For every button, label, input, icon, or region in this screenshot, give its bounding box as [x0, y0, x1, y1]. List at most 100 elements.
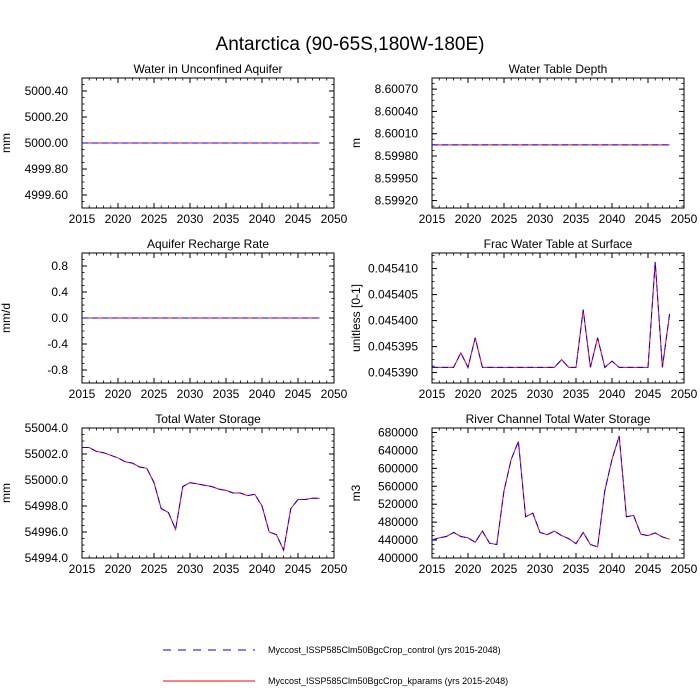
x-tick-label: 2015	[69, 212, 96, 226]
y-tick-label: 8.59980	[375, 149, 419, 163]
y-tick-label: 0.4	[51, 285, 68, 299]
x-tick-label: 2050	[321, 212, 348, 226]
y-tick-label: 5000.00	[25, 136, 69, 150]
y-tick-label: 560000	[378, 479, 418, 493]
x-tick-label: 2025	[491, 387, 518, 401]
y-tick-label: 8.59950	[375, 171, 419, 185]
y-axis-label: mm	[0, 483, 13, 503]
panel-title: Water Table Depth	[509, 62, 608, 76]
x-tick-label: 2020	[455, 212, 482, 226]
x-tick-label: 2030	[177, 212, 204, 226]
x-tick-label: 2030	[527, 212, 554, 226]
panel-title: River Channel Total Water Storage	[466, 412, 651, 426]
x-tick-label: 2050	[671, 387, 698, 401]
y-tick-label: 5000.20	[25, 110, 69, 124]
plot-frame	[431, 252, 685, 384]
y-tick-label: 0.045395	[368, 340, 418, 354]
x-tick-label: 2040	[599, 387, 626, 401]
y-tick-label: 8.60010	[375, 127, 419, 141]
series-line-control	[431, 435, 670, 548]
y-tick-label: 0.045400	[368, 314, 418, 328]
x-tick-label: 2035	[213, 212, 240, 226]
x-tick-label: 2025	[491, 212, 518, 226]
panel-title: Water in Unconfined Aquifer	[134, 62, 283, 76]
x-tick-label: 2025	[491, 562, 518, 576]
legend: Myccost_ISSP585Clm50BgcCrop_control (yrs…	[163, 645, 508, 686]
x-tick-label: 2035	[563, 562, 590, 576]
panel-grid: Water in Unconfined Aquifer mm 2015 2020 202…	[0, 62, 698, 576]
panel-5: Total Water Storage mm 2015 2020 2025 2030 203…	[0, 412, 348, 576]
y-tick-label: 480000	[378, 515, 418, 529]
y-tick-label: 0.045390	[368, 366, 418, 380]
y-axis-label: mm/d	[0, 303, 13, 333]
y-tick-label: 520000	[378, 497, 418, 511]
panel-title: Total Water Storage	[155, 412, 261, 426]
y-tick-label: 0.045410	[368, 262, 418, 276]
y-tick-label: 440000	[378, 533, 418, 547]
x-tick-label: 2025	[141, 562, 168, 576]
y-tick-label: -0.8	[47, 363, 68, 377]
y-tick-label: -0.4	[47, 337, 68, 351]
panel-4: Frac Water Table at Surface unitless [0-1…	[349, 237, 698, 401]
x-tick-label: 2015	[69, 562, 96, 576]
x-tick-label: 2040	[249, 562, 276, 576]
y-tick-label: 54998.0	[25, 499, 69, 513]
x-tick-label: 2035	[563, 212, 590, 226]
x-tick-label: 2020	[105, 562, 132, 576]
series-line-control	[82, 447, 320, 552]
panel-1: Water in Unconfined Aquifer mm 2015 2020 202…	[0, 62, 348, 226]
y-tick-label: 0.045405	[368, 288, 418, 302]
x-tick-label: 2050	[671, 212, 698, 226]
x-tick-label: 2030	[527, 562, 554, 576]
x-tick-label: 2045	[635, 387, 662, 401]
x-tick-label: 2015	[419, 562, 446, 576]
y-tick-label: 0.8	[51, 259, 68, 273]
x-tick-label: 2035	[563, 387, 590, 401]
x-tick-label: 2030	[527, 387, 554, 401]
x-tick-label: 2025	[141, 212, 168, 226]
y-axis-label: mm	[0, 133, 13, 153]
x-tick-label: 2045	[635, 212, 662, 226]
x-tick-label: 2045	[285, 212, 312, 226]
panel-6: River Channel Total Water Storage m3 2015 2…	[349, 412, 698, 576]
series-line-kparams	[431, 435, 670, 548]
x-tick-label: 2050	[321, 562, 348, 576]
plot-frame	[81, 427, 335, 559]
plot-frame	[431, 427, 685, 559]
x-tick-label: 2015	[419, 387, 446, 401]
y-tick-label: 54994.0	[25, 551, 69, 565]
y-tick-label: 4999.60	[25, 188, 69, 202]
x-tick-label: 2030	[177, 387, 204, 401]
panel-title: Aquifer Recharge Rate	[147, 237, 269, 251]
y-tick-label: 54996.0	[25, 525, 69, 539]
x-tick-label: 2040	[599, 212, 626, 226]
series-line-kparams	[82, 447, 320, 552]
x-tick-label: 2035	[213, 387, 240, 401]
x-tick-label: 2015	[419, 212, 446, 226]
y-axis-label: m3	[349, 484, 363, 501]
x-tick-label: 2020	[105, 212, 132, 226]
y-tick-label: 680000	[378, 425, 418, 439]
y-tick-label: 400000	[378, 551, 418, 565]
series-line-kparams	[432, 261, 671, 369]
y-tick-label: 600000	[378, 461, 418, 475]
x-tick-label: 2045	[285, 387, 312, 401]
x-tick-label: 2045	[635, 562, 662, 576]
y-tick-label: 4999.80	[25, 162, 69, 176]
y-tick-label: 8.60040	[375, 104, 419, 118]
y-tick-label: 8.59920	[375, 194, 419, 208]
y-tick-label: 55000.0	[25, 473, 69, 487]
x-tick-label: 2050	[321, 387, 348, 401]
x-tick-label: 2050	[671, 562, 698, 576]
panel-3: Aquifer Recharge Rate mm/d 2015 2020 2025 203…	[0, 237, 348, 401]
y-axis-label: unitless [0-1]	[349, 284, 363, 352]
series-line-control	[432, 261, 671, 369]
x-tick-label: 2040	[249, 387, 276, 401]
plot-frame	[431, 77, 685, 209]
y-axis-label: m	[349, 138, 363, 148]
x-tick-label: 2020	[455, 562, 482, 576]
x-tick-label: 2035	[213, 562, 240, 576]
legend-label-control: Myccost_ISSP585Clm50BgcCrop_control (yrs…	[268, 645, 501, 655]
x-tick-label: 2045	[285, 562, 312, 576]
